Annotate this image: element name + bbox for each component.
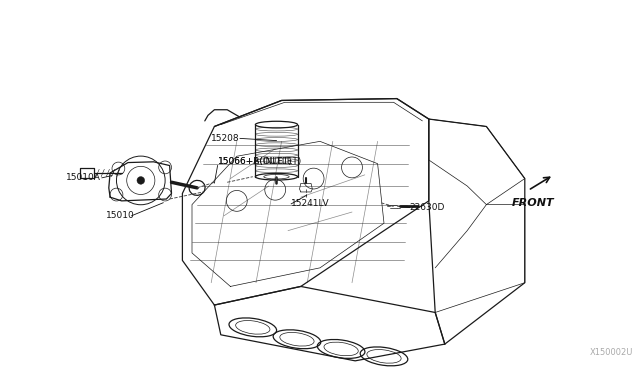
Text: 15066+B(OUTLET): 15066+B(OUTLET) [218,157,302,166]
Text: FRONT: FRONT [512,198,555,208]
Text: 15010: 15010 [106,211,134,220]
Text: 15208: 15208 [211,134,240,143]
Text: 15241LV: 15241LV [291,199,330,208]
Text: 22630D: 22630D [410,203,445,212]
Text: 15066+A(INLET): 15066+A(INLET) [218,157,292,166]
Text: 15010A: 15010A [66,173,100,182]
Circle shape [137,177,145,184]
Text: X150002U: X150002U [590,348,634,357]
